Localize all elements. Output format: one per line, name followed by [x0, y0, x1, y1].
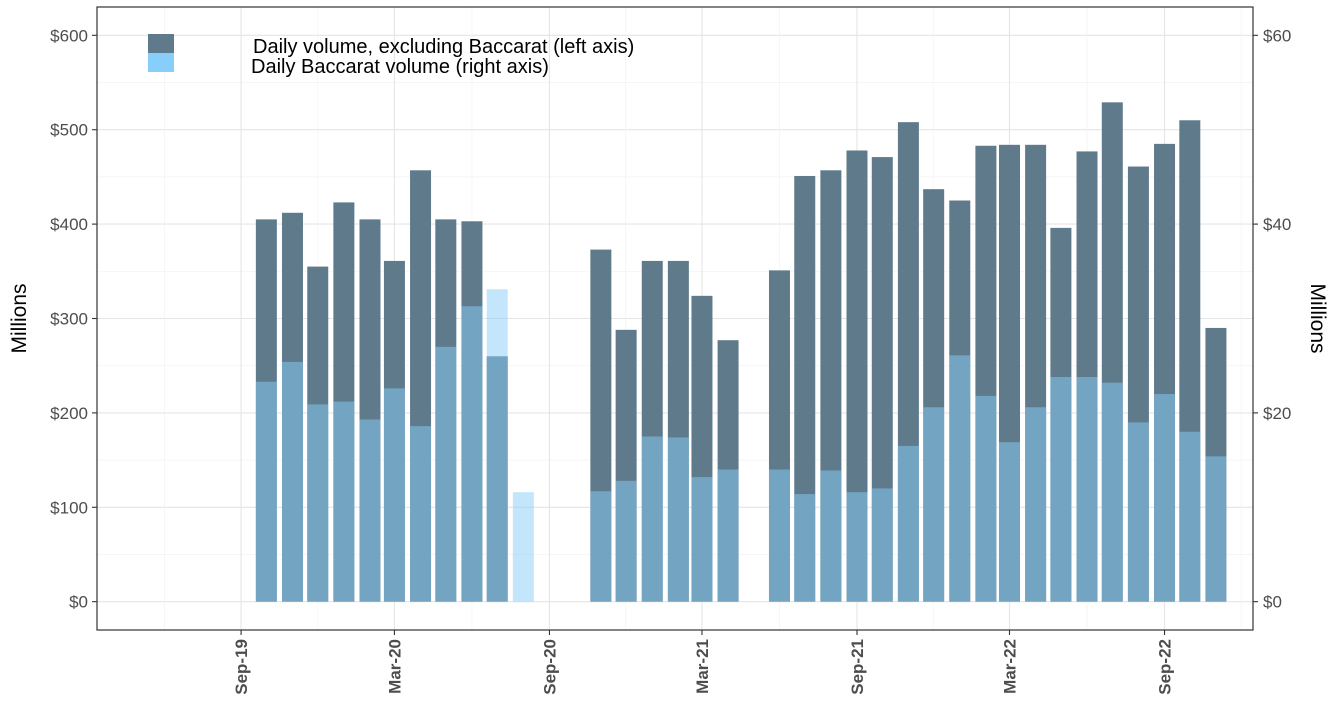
bar-baccarat [307, 404, 328, 601]
x-axis-tick-label: Sep-20 [540, 639, 559, 695]
right-axis-tick-label: $20 [1263, 404, 1291, 423]
bar-baccarat [1050, 377, 1071, 602]
bar-baccarat [949, 355, 970, 601]
bar-baccarat [359, 420, 380, 602]
x-axis-tick-label: Sep-22 [1156, 639, 1175, 695]
bar-baccarat [642, 436, 663, 601]
bar-baccarat [668, 437, 689, 601]
left-axis-tick-label: $100 [50, 498, 88, 517]
bar-baccarat [1154, 394, 1175, 602]
right-axis-tick-label: $40 [1263, 215, 1291, 234]
bar-baccarat [1102, 383, 1123, 602]
bar-baccarat [410, 426, 431, 602]
x-axis-tick-label: Mar-20 [385, 639, 404, 694]
bar-baccarat [718, 470, 739, 602]
bar-baccarat [691, 477, 712, 602]
bar-baccarat [461, 306, 482, 601]
left-axis-title: Millions [8, 283, 31, 353]
x-axis-tick-label: Sep-19 [232, 639, 251, 695]
right-axis-title: Millions [1306, 283, 1329, 353]
bar-baccarat [794, 494, 815, 602]
legend-key-baccarat [148, 53, 174, 72]
bar-baccarat [923, 407, 944, 601]
left-axis-tick-label: $400 [50, 215, 88, 234]
bar-baccarat [1205, 456, 1226, 601]
bar-baccarat [282, 362, 303, 602]
left-axis-tick-label: $300 [50, 310, 88, 329]
bar-baccarat [1179, 432, 1200, 602]
legend-label-daily-volume: Daily volume, excluding Baccarat (left a… [253, 36, 634, 58]
bar-baccarat [333, 402, 354, 602]
legend-label-baccarat: Daily Baccarat volume (right axis) [251, 56, 549, 78]
right-axis-tick-label: $60 [1263, 26, 1291, 45]
bar-baccarat [435, 347, 456, 602]
x-axis-tick-label: Mar-21 [693, 639, 712, 694]
bar-baccarat [846, 492, 867, 601]
x-axis-tick-label: Sep-21 [848, 639, 867, 695]
bar-baccarat [513, 492, 534, 601]
x-axis-tick-label: Mar-22 [1000, 639, 1019, 694]
legend-key-daily-volume [148, 34, 174, 53]
bar-baccarat [769, 470, 790, 602]
left-axis-tick-label: $600 [50, 26, 88, 45]
bar-baccarat [616, 481, 637, 602]
bar-baccarat [872, 488, 893, 601]
bar-baccarat [999, 442, 1020, 602]
bar-baccarat [487, 289, 508, 601]
bar-baccarat [898, 446, 919, 602]
bar-baccarat [1025, 407, 1046, 601]
left-axis-tick-label: $0 [69, 593, 88, 612]
bar-baccarat [1128, 422, 1149, 601]
bar-baccarat [384, 388, 405, 601]
left-axis-tick-label: $200 [50, 404, 88, 423]
bar-baccarat [975, 396, 996, 602]
bar-baccarat [590, 491, 611, 601]
bar-baccarat [256, 382, 277, 602]
right-axis-tick-label: $0 [1263, 593, 1282, 612]
bar-baccarat [1077, 377, 1098, 602]
bar-baccarat [820, 470, 841, 601]
left-axis-tick-label: $500 [50, 121, 88, 140]
